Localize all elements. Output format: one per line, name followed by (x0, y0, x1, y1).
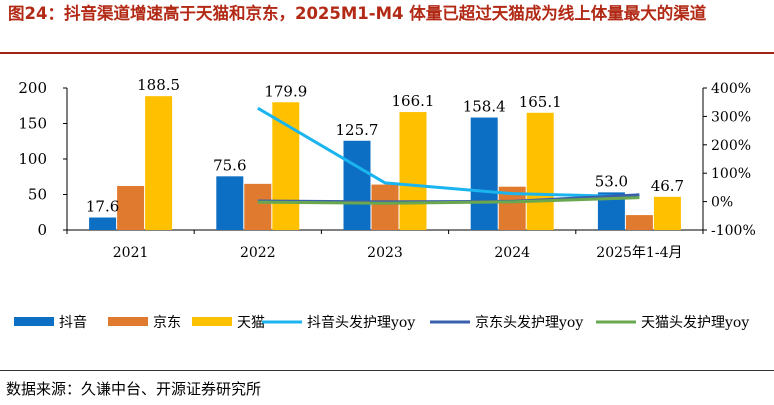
legend-label-天猫头发护理yoy: 天猫头发护理yoy (641, 315, 749, 331)
legend-swatch-京东 (108, 317, 148, 326)
y-tick-label-right: 0% (711, 195, 733, 211)
data-label-天猫: 188.5 (137, 76, 180, 94)
data-label-抖音: 125.7 (336, 121, 379, 139)
chart-title: 图24：抖音渠道增速高于天猫和京东，2025M1-M4 体量已超过天猫成为线上体… (8, 4, 707, 23)
y-tick-label-left: 150 (18, 115, 47, 133)
bar-天猫 (272, 102, 300, 230)
bar-天猫 (145, 96, 173, 230)
y-tick-label-right: 400% (711, 81, 751, 97)
title-divider (0, 52, 774, 54)
data-label-天猫: 165.1 (519, 93, 562, 111)
bar-天猫 (653, 196, 681, 230)
x-tick-label: 2023 (367, 245, 403, 261)
legend-label-天猫: 天猫 (237, 315, 265, 331)
legend-label-抖音: 抖音 (59, 314, 87, 331)
bar-京东 (371, 184, 399, 230)
bar-抖音 (89, 217, 117, 230)
data-label-天猫: 179.9 (264, 82, 307, 100)
data-label-天猫: 46.7 (651, 177, 684, 195)
bar-京东 (244, 183, 272, 230)
y-tick-label-left: 50 (28, 186, 47, 204)
data-label-抖音: 17.6 (86, 198, 119, 216)
data-label-抖音: 158.4 (463, 98, 506, 116)
legend-swatch-天猫 (192, 317, 232, 326)
bar-京东 (625, 215, 653, 230)
y-tick-label-left: 0 (37, 221, 47, 239)
bar-抖音 (216, 176, 244, 230)
bar-京东 (117, 185, 145, 230)
footer-divider (0, 370, 774, 371)
legend-label-京东头发护理yoy: 京东头发护理yoy (475, 315, 583, 331)
source-note: 数据来源：久谦中台、开源证券研究所 (6, 380, 262, 398)
bar-天猫 (399, 112, 427, 230)
bar-天猫 (526, 112, 554, 230)
y-tick-label-left: 100 (18, 150, 47, 168)
line-抖音头发护理yoy (257, 106, 640, 199)
y-tick-label-right: 300% (711, 109, 751, 125)
legend-label-京东: 京东 (153, 315, 181, 331)
data-label-抖音: 53.0 (595, 172, 628, 190)
bar-抖音 (470, 117, 498, 230)
x-tick-label: 2025年1-4月 (596, 245, 682, 261)
legend-swatch-抖音 (14, 317, 54, 326)
x-tick-label: 2021 (113, 245, 149, 261)
line-天猫头发护理yoy (257, 196, 640, 205)
x-tick-label: 2022 (240, 245, 276, 261)
bar-抖音 (343, 140, 371, 230)
y-tick-label-right: 200% (711, 138, 751, 154)
data-label-抖音: 75.6 (213, 156, 246, 174)
y-tick-label-right: 100% (711, 166, 751, 182)
x-tick-label: 2024 (494, 245, 530, 261)
y-tick-label-left: 200 (18, 79, 47, 97)
chart: 0 50 100 150 200 -100% 0% 100% 200% 300% 400% 2021 2… (14, 76, 756, 331)
y-tick-label-right: -100% (711, 223, 756, 239)
legend-label-抖音头发护理yoy: 抖音头发护理yoy (307, 314, 415, 331)
data-label-天猫: 166.1 (392, 92, 435, 110)
